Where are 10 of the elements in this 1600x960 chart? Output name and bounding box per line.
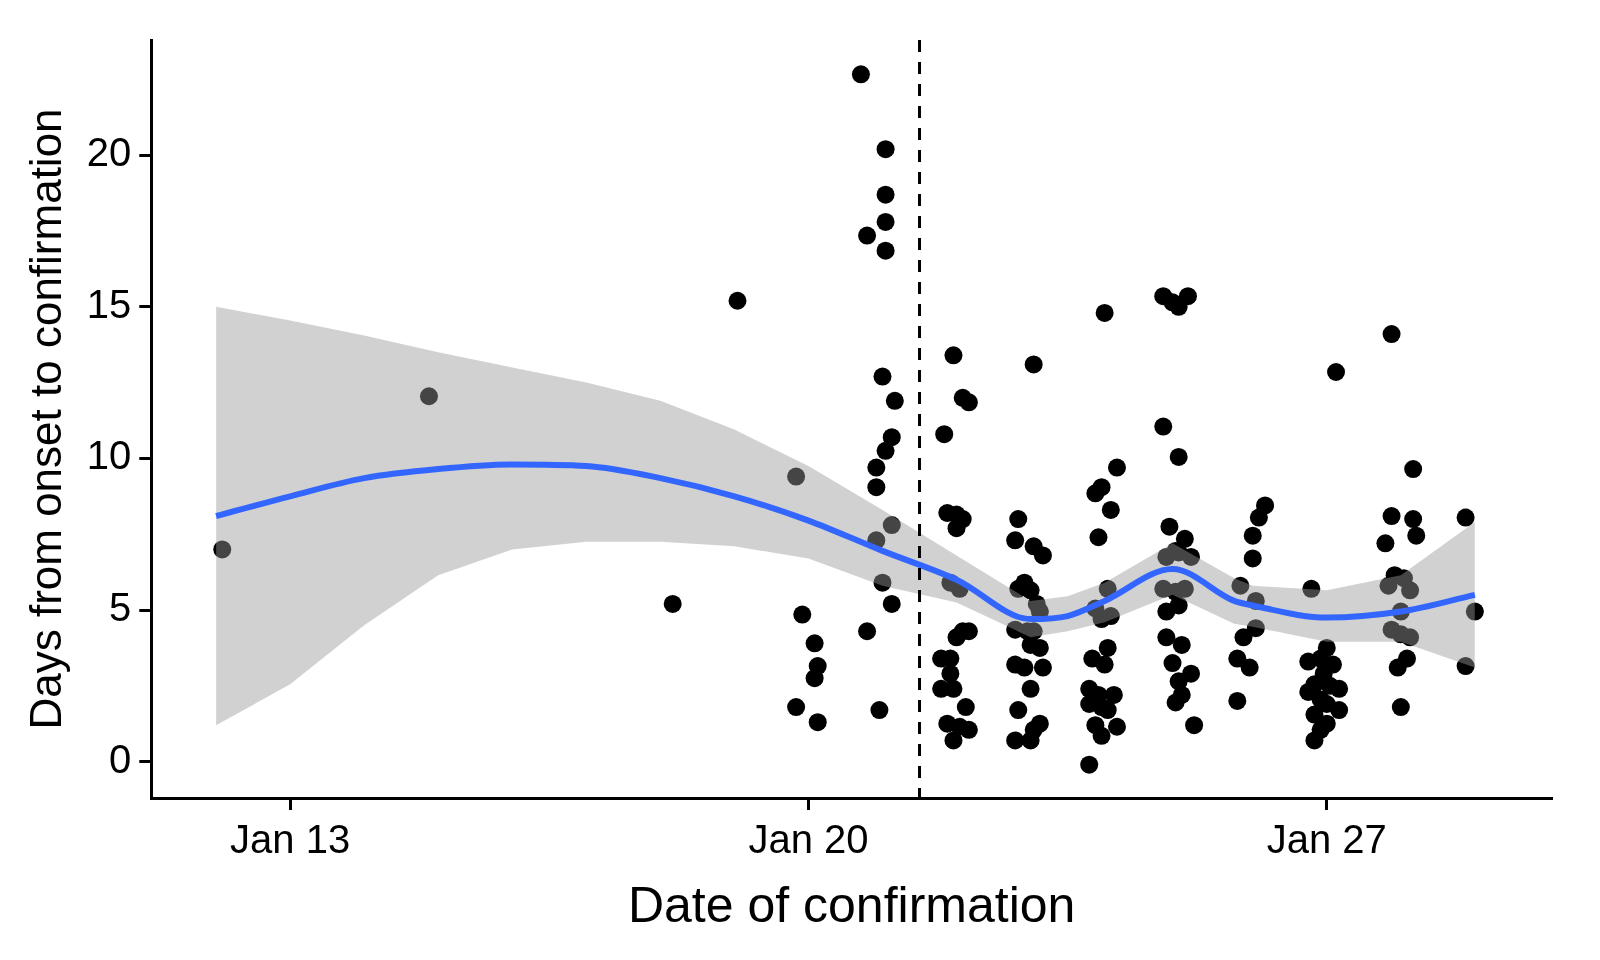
x-axis-title: Date of confirmation bbox=[627, 876, 1076, 933]
y-tick-label: 20 bbox=[86, 130, 132, 175]
y-tick-label: 15 bbox=[86, 281, 132, 326]
y-axis-title: Days from onset to confirmation bbox=[20, 108, 70, 730]
y-tick-label: 0 bbox=[109, 736, 132, 781]
x-tick-label: Jan 27 bbox=[1266, 817, 1387, 862]
x-tick-label: Jan 13 bbox=[230, 817, 351, 862]
x-tick-label: Jan 20 bbox=[748, 817, 869, 862]
y-tick-label: 10 bbox=[86, 433, 132, 478]
y-tick-label: 5 bbox=[109, 585, 132, 630]
